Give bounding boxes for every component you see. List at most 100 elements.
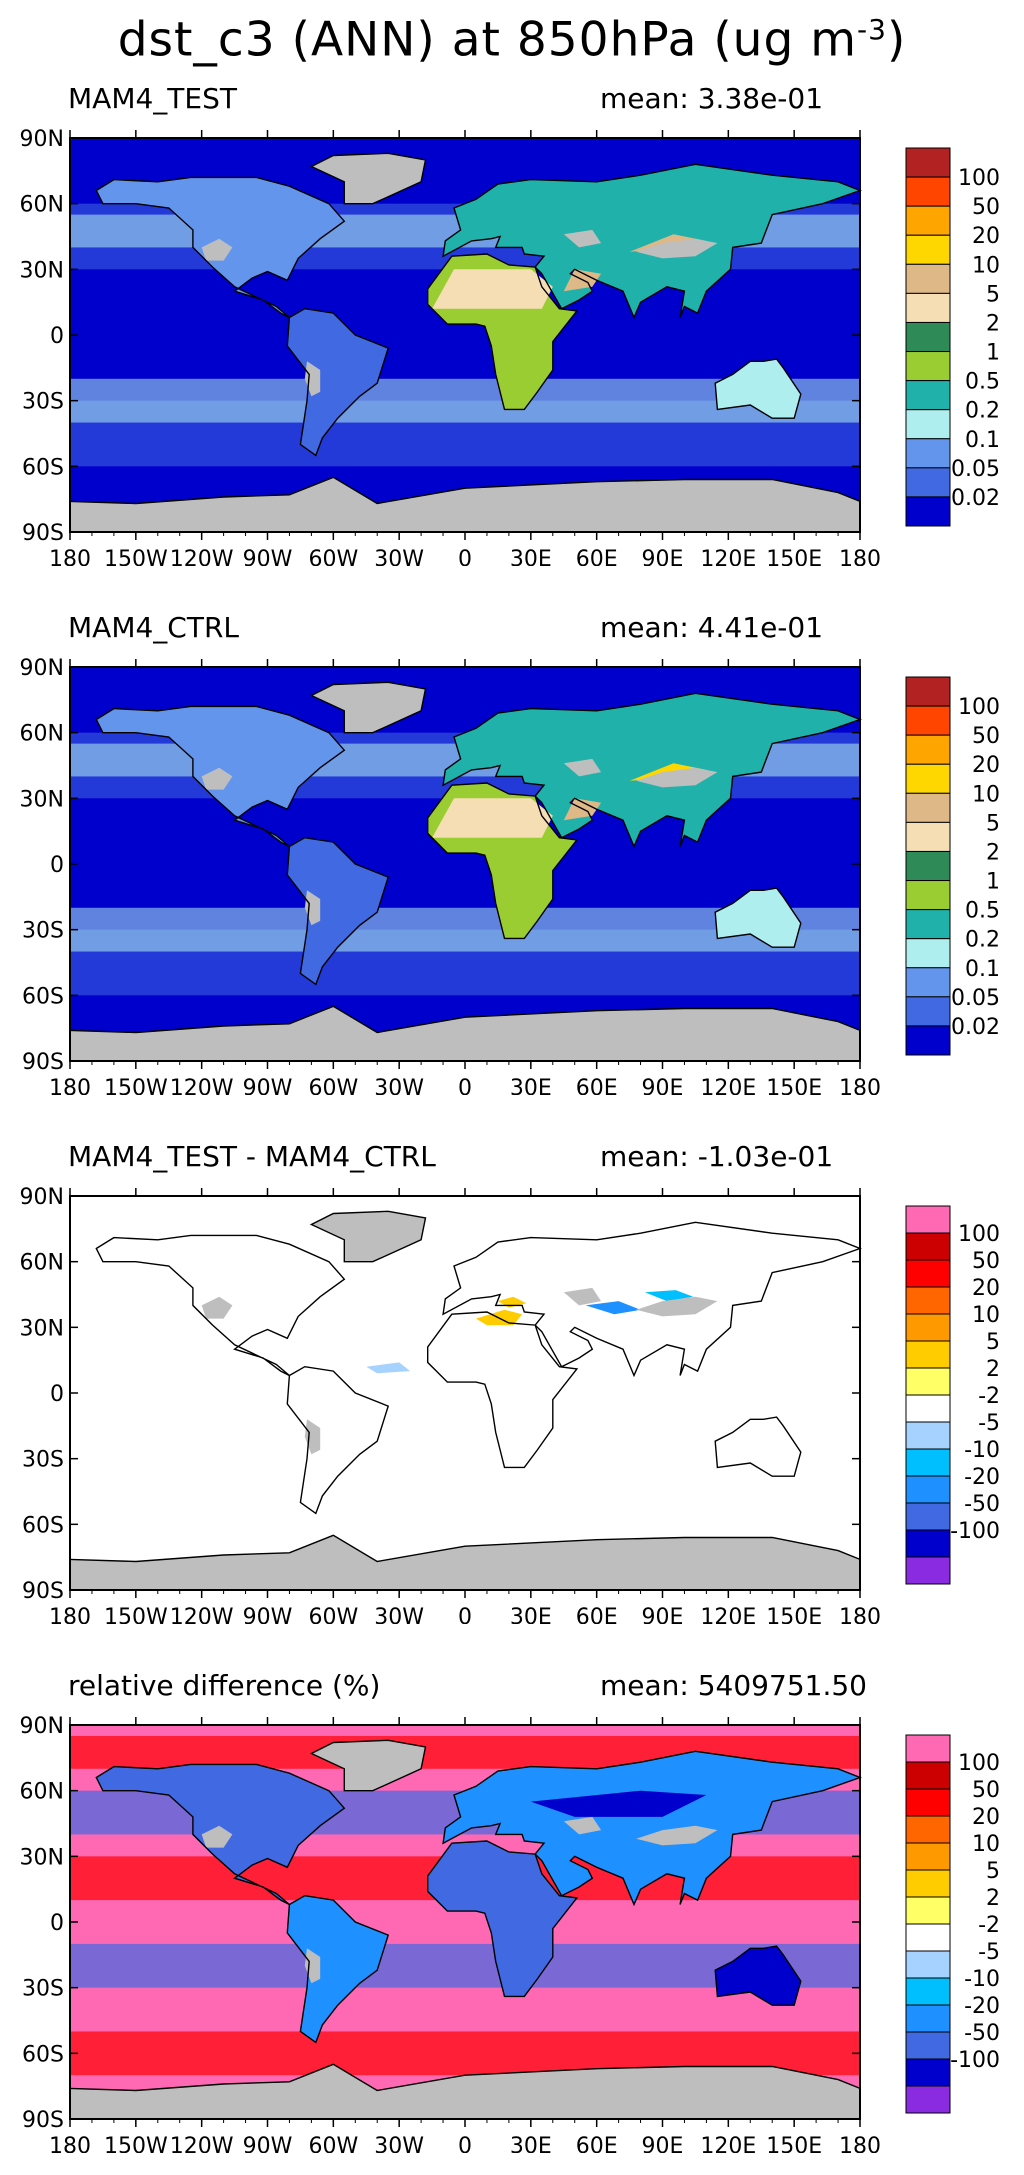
map-field <box>70 138 860 532</box>
colorbar-label-2: 20 <box>972 1805 1000 1830</box>
y-tick-label-3: 0 <box>50 1911 64 1936</box>
figure-title: dst_c3 (ANN) at 850hPa (ug m-3) <box>0 0 1024 71</box>
coastline-eurasia <box>442 163 862 320</box>
x-tick-label-6: 0 <box>458 1605 472 1624</box>
difference-patch-2 <box>644 1290 694 1302</box>
missing-land-1 <box>70 1006 860 1061</box>
colorbar-label-4: 5 <box>986 1859 1000 1884</box>
colorbar-label-2: 20 <box>972 1276 1000 1301</box>
x-tick-label-1: 150W <box>104 1605 168 1624</box>
missing-land-0 <box>311 1211 426 1262</box>
colorbar-box-9 <box>905 1977 951 2006</box>
coastline-africa <box>427 782 579 940</box>
x-tick-label-9: 90E <box>642 1076 684 1095</box>
dust-field-south-america <box>287 837 389 985</box>
colorbar-box-4 <box>905 263 951 294</box>
y-tick-label-2: 30N <box>20 258 64 283</box>
y-tick-label-0: 90N <box>20 1714 64 1739</box>
missing-land-1 <box>70 2064 860 2119</box>
coastline-north-america <box>95 705 346 848</box>
colorbar-box-8 <box>905 1950 951 1979</box>
missing-land-5 <box>563 229 602 248</box>
colorbar-label-10: 0.05 <box>951 457 1000 482</box>
y-tick-label-5: 60S <box>22 455 64 480</box>
colorbar-box-12 <box>905 1529 951 1558</box>
colorbar-box-0 <box>905 147 951 178</box>
map-field <box>70 1725 860 2119</box>
dust-field-australia <box>715 888 801 948</box>
colorbar-box-10 <box>905 2004 951 2033</box>
panel-left-label: MAM4_TEST - MAM4_CTRL <box>68 1140 436 1173</box>
coastline-eurasia <box>442 692 862 849</box>
x-tick-label-11: 150E <box>766 2134 822 2153</box>
colorbar-label-3: 10 <box>972 782 1000 807</box>
x-tick-label-9: 90E <box>642 1605 684 1624</box>
coastline-north-america <box>95 1234 346 1377</box>
colorbar-box-9 <box>905 938 951 969</box>
x-tick-label-10: 120E <box>700 1076 756 1095</box>
missing-land-1 <box>70 1535 860 1590</box>
dust-field-australia <box>715 359 801 419</box>
colorbar-box-3 <box>905 234 951 265</box>
colorbar-box-7 <box>905 1394 951 1423</box>
y-tick-label-2: 30N <box>20 1845 64 1870</box>
dust-field-eurasia <box>443 693 860 847</box>
missing-land-2 <box>636 1296 718 1317</box>
coastline-antarctica <box>69 1005 861 1034</box>
colorbar-box-6 <box>905 1896 951 1925</box>
colorbar-label-5: 2 <box>986 1886 1000 1911</box>
colorbar-label-7: 0.5 <box>965 899 1000 924</box>
x-tick-label-12: 180 <box>839 1605 881 1624</box>
colorbar-box-5 <box>905 292 951 323</box>
colorbar-box-1 <box>905 1761 951 1790</box>
dust-field-eurasia <box>443 164 860 318</box>
colorbar-label-5: 2 <box>986 840 1000 865</box>
coastline-africa <box>427 1311 579 1469</box>
coastline-eurasia <box>442 1750 862 1907</box>
x-tick-label-7: 30E <box>510 547 552 566</box>
colorbar-label-0: 100 <box>958 1222 1000 1247</box>
colorbar-box-12 <box>905 1025 951 1056</box>
colorbar-box-10 <box>905 967 951 998</box>
colorbar-box-5 <box>905 1340 951 1369</box>
colorbar-label-8: 0.2 <box>965 928 1000 953</box>
y-tick-label-2: 30N <box>20 1316 64 1341</box>
x-tick-label-12: 180 <box>839 1076 881 1095</box>
coastline-australia <box>714 887 802 948</box>
y-tick-label-5: 60S <box>22 2042 64 2067</box>
colorbar-label-1: 50 <box>972 724 1000 749</box>
missing-land-3 <box>201 1296 233 1319</box>
panel-left-label: MAM4_TEST <box>68 82 237 115</box>
colorbar-label-4: 5 <box>986 811 1000 836</box>
missing-land-5 <box>563 1816 602 1835</box>
x-tick-label-6: 0 <box>458 1076 472 1095</box>
colorbar-box-9 <box>905 1448 951 1477</box>
colorbar-box-12 <box>905 496 951 527</box>
panel-reldiff: relative difference (%) mean: 5409751.50… <box>0 1669 1024 2153</box>
y-tick-label-1: 60N <box>20 193 64 218</box>
x-tick-label-8: 60E <box>576 2134 618 2153</box>
coastline-antarctica <box>69 476 861 505</box>
title-text: dst_c3 (ANN) at 850hPa (ug m <box>117 12 858 68</box>
colorbar-box-10 <box>905 438 951 469</box>
title-exponent: -3 <box>857 13 887 46</box>
x-tick-label-2: 120W <box>170 547 234 566</box>
coastline-australia <box>714 1945 802 2006</box>
missing-land-0 <box>311 1740 426 1791</box>
x-tick-label-12: 180 <box>839 547 881 566</box>
colorbar-label-7: 0.5 <box>965 370 1000 395</box>
x-tick-label-6: 0 <box>458 547 472 566</box>
colorbar-label-6: -2 <box>978 1913 1000 1938</box>
x-tick-label-5: 30W <box>374 1605 424 1624</box>
y-tick-label-3: 0 <box>50 324 64 349</box>
colorbar-label-2: 20 <box>972 224 1000 249</box>
colorbar-label-7: -5 <box>978 1411 1000 1436</box>
x-tick-label-10: 120E <box>700 2134 756 2153</box>
colorbar-label-10: 0.05 <box>951 986 1000 1011</box>
coastline-australia <box>714 1416 802 1477</box>
colorbar-box-1 <box>905 176 951 207</box>
x-tick-label-2: 120W <box>170 1076 234 1095</box>
coastline-south-america <box>286 1365 390 1515</box>
colorbar-box-12 <box>905 2058 951 2087</box>
coastline-antarctica <box>69 2063 861 2092</box>
